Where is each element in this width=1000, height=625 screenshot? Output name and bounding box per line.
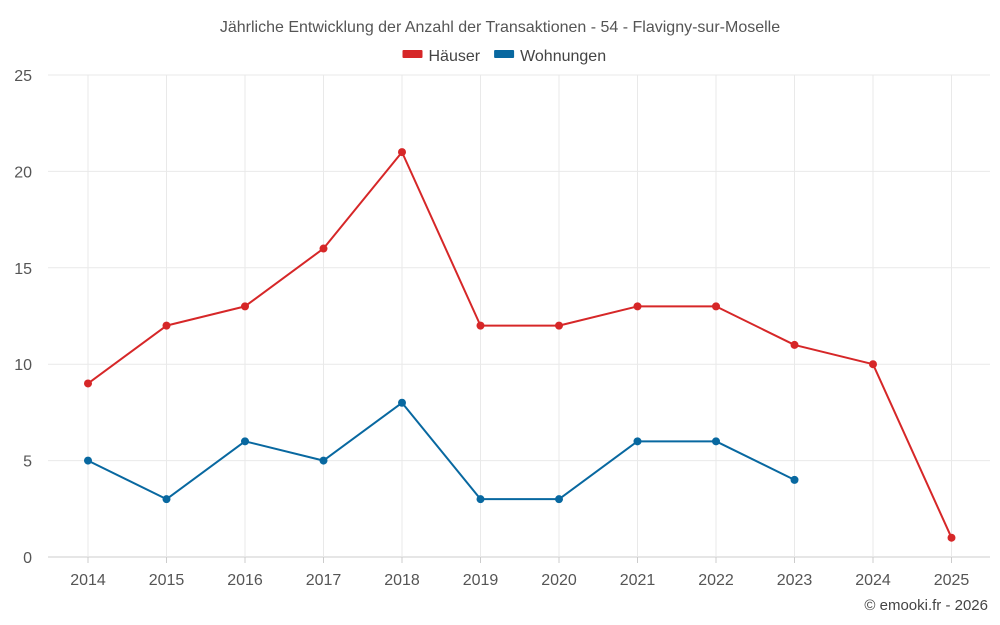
data-point[interactable] <box>476 321 485 330</box>
x-tick-label: 2020 <box>541 572 577 589</box>
series-wohnungen <box>84 398 799 504</box>
legend-swatch <box>402 50 423 58</box>
data-point[interactable] <box>84 456 92 465</box>
data-point[interactable] <box>319 244 328 253</box>
data-point[interactable] <box>947 533 956 542</box>
x-tick-label: 2015 <box>149 572 185 589</box>
data-point[interactable] <box>633 437 642 446</box>
x-tick-label: 2014 <box>70 572 106 589</box>
data-point[interactable] <box>790 340 799 349</box>
chart-title: Jährliche Entwicklung der Anzahl der Tra… <box>220 19 780 36</box>
data-point[interactable] <box>398 398 406 407</box>
data-point[interactable] <box>319 456 328 465</box>
data-point[interactable] <box>241 437 249 446</box>
data-point[interactable] <box>790 475 799 484</box>
series-line <box>87 401 795 501</box>
x-tick-label: 2016 <box>227 572 263 589</box>
credit-text: © emooki.fr - 2026 <box>864 597 988 614</box>
data-point[interactable] <box>869 360 877 369</box>
x-axis: 2014 2015 2016 2017 2018 2019 2020 2021 2022 2023… <box>70 557 969 589</box>
y-axis: 0 5 10 15 20 25 <box>14 68 32 567</box>
x-tick-label: 2021 <box>620 572 656 589</box>
data-point[interactable] <box>712 437 720 446</box>
y-tick-label: 10 <box>14 357 32 374</box>
x-tick-label: 2023 <box>777 572 813 589</box>
x-tick-label: 2025 <box>934 572 970 589</box>
legend-item-wohnungen[interactable]: Wohnungen <box>494 48 606 65</box>
data-point[interactable] <box>555 321 563 330</box>
x-tick-label: 2018 <box>384 572 420 589</box>
data-point[interactable] <box>476 495 485 504</box>
legend-label: Wohnungen <box>520 48 606 65</box>
x-tick-label: 2024 <box>855 572 891 589</box>
series-group <box>84 148 956 542</box>
data-point[interactable] <box>84 379 92 388</box>
y-tick-label: 20 <box>14 164 32 181</box>
y-tick-label: 0 <box>23 550 32 567</box>
y-tick-label: 5 <box>23 454 32 471</box>
x-tick-label: 2022 <box>698 572 734 589</box>
data-point[interactable] <box>398 148 406 157</box>
data-point[interactable] <box>162 495 171 504</box>
grid <box>48 74 990 558</box>
data-point[interactable] <box>633 302 642 311</box>
data-point[interactable] <box>241 302 249 311</box>
data-point[interactable] <box>712 302 720 311</box>
data-point[interactable] <box>162 321 171 330</box>
legend-label: Häuser <box>429 48 481 65</box>
x-tick-label: 2019 <box>463 572 499 589</box>
x-tick-label: 2017 <box>306 572 342 589</box>
series-häuser <box>84 148 956 542</box>
legend-swatch <box>494 50 515 58</box>
data-point[interactable] <box>555 495 563 504</box>
y-tick-label: 15 <box>14 261 32 278</box>
y-tick-label: 25 <box>14 68 32 85</box>
series-line <box>87 151 953 539</box>
legend-item-häuser[interactable]: Häuser <box>402 48 481 65</box>
legend: Häuser Wohnungen <box>402 48 606 65</box>
